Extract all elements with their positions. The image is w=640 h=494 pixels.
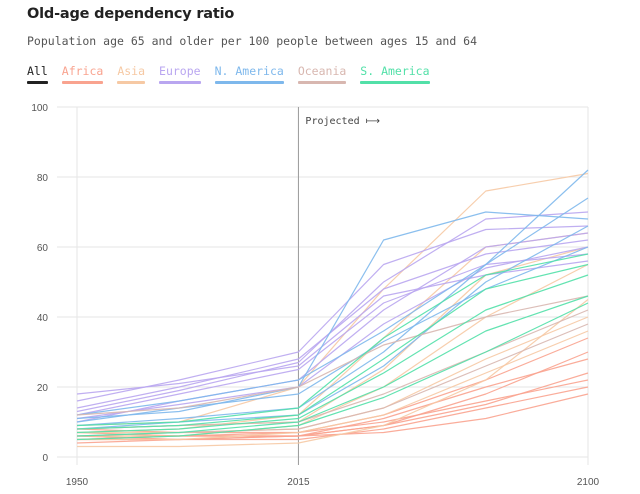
chart-title: Old-age dependency ratio: [27, 6, 235, 22]
series-line-s-america: [76, 263, 589, 430]
tab-underline: [61, 81, 104, 84]
tab-africa[interactable]: Africa: [61, 64, 104, 84]
line-chart: 0 20 40 60 80 100 1950 2015 2100 Projected ⟼: [31, 103, 599, 488]
series-line-asia: [77, 299, 589, 448]
chart-subtitle: Population age 65 and older per 100 peop…: [27, 34, 478, 48]
tab-label: Oceania: [297, 64, 347, 78]
series-line-n-america: [76, 246, 589, 423]
tab-label: S. America: [360, 64, 430, 78]
y-tick-label: 40: [37, 313, 49, 324]
tab-underline: [297, 81, 347, 84]
y-tick-label: 100: [31, 103, 48, 114]
tab-n-america[interactable]: N. America: [214, 64, 284, 84]
series-line-asia: [76, 172, 589, 427]
series-line-asia: [77, 316, 589, 434]
tab-s-america[interactable]: S. America: [360, 64, 430, 84]
axes: 0 20 40 60 80 100 1950 2015 2100 Projected ⟼: [31, 103, 599, 488]
series-line-europe: [76, 239, 589, 409]
series-line-n-america: [76, 197, 589, 427]
tab-underline: [159, 81, 201, 84]
tab-underline: [117, 81, 146, 84]
series-line-europe: [76, 211, 589, 413]
series-line-oceania: [76, 295, 589, 416]
series-line-europe: [76, 225, 589, 402]
series-line-n-america: [76, 169, 589, 416]
y-tick-label: 60: [37, 243, 49, 254]
series-line-s-america: [76, 253, 589, 427]
tab-label: Asia: [117, 64, 146, 78]
tab-label: Africa: [61, 64, 104, 78]
y-tick-label: 80: [37, 173, 49, 184]
tab-asia[interactable]: Asia: [117, 64, 146, 84]
tab-underline: [27, 81, 48, 84]
series-line-n-america: [76, 211, 589, 420]
x-tick-label: 1950: [66, 477, 89, 488]
x-tick-label: 2100: [577, 477, 600, 488]
tab-underline: [214, 81, 284, 84]
series-line-s-america: [76, 274, 589, 434]
tab-europe[interactable]: Europe: [159, 64, 201, 84]
series-line-s-america: [76, 302, 589, 441]
tab-underline: [360, 81, 430, 84]
region-filter-tabs: All Africa Asia Europe N. America Oceania S. A…: [27, 64, 444, 84]
tab-all[interactable]: All: [27, 64, 48, 84]
series-line-europe: [76, 232, 589, 423]
tab-label: N. America: [214, 64, 284, 78]
tab-oceania[interactable]: Oceania: [297, 64, 347, 84]
x-tick-label: 2015: [287, 477, 310, 488]
projected-annotation: Projected ⟼: [305, 116, 380, 127]
series-lines: [76, 169, 589, 448]
series-line-europe: [76, 253, 589, 416]
tab-label: Europe: [159, 64, 201, 78]
series-line-s-america: [76, 295, 589, 437]
y-tick-label: 0: [42, 453, 48, 464]
y-tick-label: 20: [37, 383, 49, 394]
tab-label: All: [27, 64, 48, 78]
